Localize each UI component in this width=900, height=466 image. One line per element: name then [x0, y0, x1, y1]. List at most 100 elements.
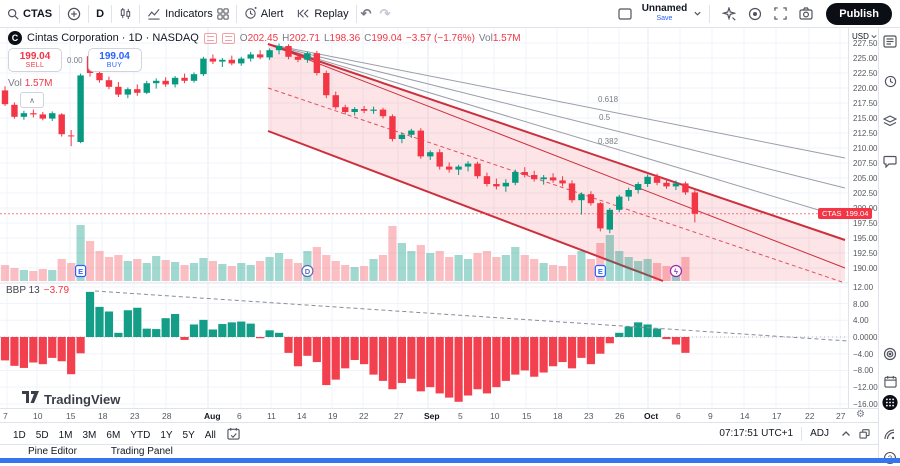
record-icon[interactable] [743, 7, 767, 21]
candle-body[interactable] [1, 90, 9, 105]
volume-bar[interactable] [265, 257, 274, 281]
bbp-bar[interactable] [426, 337, 435, 388]
currency-selector[interactable]: USD [852, 32, 877, 41]
volume-bar[interactable] [19, 270, 28, 281]
candle-body[interactable] [427, 152, 434, 157]
bbp-bar[interactable] [0, 337, 10, 361]
volume-bar[interactable] [114, 255, 123, 281]
bbp-bar[interactable] [189, 324, 199, 337]
volume-bar[interactable] [681, 257, 690, 281]
volume-bar[interactable] [331, 261, 340, 281]
volume-bar[interactable] [341, 265, 350, 281]
symbol-search-button[interactable]: CTAS [0, 0, 59, 27]
bbp-bar[interactable] [274, 332, 284, 337]
bbp-bar[interactable] [341, 337, 350, 369]
candle-body[interactable] [181, 77, 188, 81]
fib-channel-line[interactable] [267, 130, 664, 282]
candle-body[interactable] [238, 58, 245, 64]
volume-bar[interactable] [38, 269, 47, 281]
event-marker[interactable] [301, 264, 314, 278]
candle-body[interactable] [606, 209, 613, 230]
interval-button[interactable]: D [89, 0, 111, 27]
bbp-bar[interactable] [567, 337, 577, 369]
bbp-bar[interactable] [652, 328, 662, 337]
volume-bar[interactable] [360, 266, 369, 281]
candle-body[interactable] [171, 77, 179, 85]
volume-bar[interactable] [133, 259, 142, 281]
bbp-bar[interactable] [303, 337, 312, 356]
volume-bar[interactable] [492, 257, 501, 281]
candle-body[interactable] [417, 130, 424, 157]
volume-bar[interactable] [57, 259, 66, 281]
bbp-bar[interactable] [558, 337, 567, 363]
volume-bar[interactable] [284, 259, 293, 281]
chart-style-button[interactable] [112, 0, 139, 27]
pine-editor-button[interactable]: Pine Editor [28, 446, 77, 457]
broadcast-icon[interactable] [882, 426, 898, 442]
volume-bar[interactable] [171, 262, 180, 281]
candle-body[interactable] [256, 54, 264, 58]
bbp-bar[interactable] [549, 337, 558, 367]
volume-bar[interactable] [208, 261, 217, 281]
candle-body[interactable] [540, 177, 547, 180]
volume-bar[interactable] [189, 263, 199, 281]
volume-bar[interactable] [142, 263, 151, 281]
candle-body[interactable] [49, 113, 56, 119]
object-tree-layers-icon[interactable] [882, 113, 898, 129]
bbp-bar[interactable] [482, 337, 492, 394]
candle-body[interactable] [578, 194, 585, 201]
legend-collapse-button[interactable]: ∧ [20, 92, 44, 108]
bbp-bar[interactable] [142, 328, 151, 337]
event-marker[interactable] [74, 264, 87, 278]
candle-body[interactable] [436, 152, 443, 167]
fib-channel-fill[interactable] [268, 44, 845, 281]
volume-bar[interactable] [539, 263, 548, 281]
bbp-bar[interactable] [246, 323, 255, 337]
volume-bar[interactable] [549, 265, 558, 281]
indicators-button[interactable]: Indicators [140, 0, 236, 27]
candle-body[interactable] [549, 177, 557, 181]
bbp-bar[interactable] [681, 337, 690, 353]
volume-bar[interactable] [634, 261, 643, 281]
price-axis[interactable]: USD 227.50 225.00 222.50 220.00 217.50 215.00… [848, 28, 878, 422]
candle-body[interactable] [597, 203, 604, 229]
volume-bar[interactable] [435, 251, 444, 281]
bbp-indicator-legend[interactable]: BBP 13 −3.79 [6, 285, 70, 296]
candle-body[interactable] [663, 182, 670, 187]
candle-body[interactable] [370, 109, 377, 111]
bbp-bar[interactable] [265, 330, 274, 337]
bbp-bar[interactable] [492, 337, 501, 388]
bbp-bar[interactable] [114, 332, 123, 337]
range-button-1y[interactable]: 1Y [160, 429, 173, 441]
indicator-templates-icon[interactable] [217, 7, 229, 20]
bbp-bar[interactable] [227, 322, 236, 337]
candle-body[interactable] [105, 80, 113, 87]
legend-flag-icon[interactable] [203, 32, 217, 44]
volume-bar[interactable] [48, 270, 57, 281]
volume-bar[interactable] [85, 241, 95, 281]
volume-bar[interactable] [180, 265, 189, 281]
clock-display[interactable]: 07:17:51 UTC+1 [719, 428, 794, 439]
volume-bar[interactable] [378, 255, 388, 281]
candle-body[interactable] [408, 130, 415, 135]
calendar-icon[interactable] [882, 373, 898, 389]
candle-body[interactable] [389, 116, 396, 139]
compare-button[interactable] [60, 0, 88, 27]
buy-button[interactable]: 199.04 BUY [87, 48, 142, 72]
quick-search-icon[interactable] [717, 6, 741, 21]
candle-body[interactable] [464, 163, 472, 167]
range-button-5d[interactable]: 5D [35, 429, 49, 441]
bbp-bar[interactable] [596, 337, 605, 354]
bbp-bar[interactable] [445, 337, 454, 398]
candle-body[interactable] [568, 183, 576, 201]
volume-bar[interactable] [152, 256, 161, 281]
volume-bar[interactable] [293, 263, 303, 281]
bbp-bar[interactable] [85, 291, 95, 337]
candle-body[interactable] [653, 176, 661, 183]
candle-body[interactable] [587, 194, 595, 204]
volume-bar[interactable] [567, 255, 577, 281]
candle-body[interactable] [162, 80, 169, 85]
legend-flag-icon[interactable] [221, 32, 235, 44]
hotlists-target-icon[interactable] [882, 346, 898, 362]
candle-body[interactable] [682, 183, 689, 193]
